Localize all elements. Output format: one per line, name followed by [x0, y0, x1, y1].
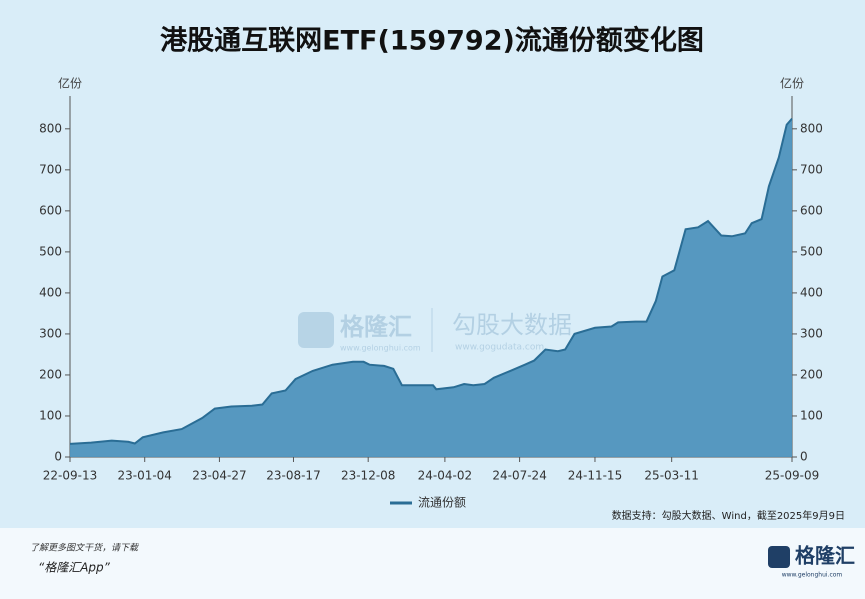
y2-tick-label: 500 [800, 244, 823, 258]
y2-tick-label: 600 [800, 203, 823, 217]
y-tick-label: 300 [39, 326, 62, 340]
x-tick-label: 24-04-02 [418, 469, 472, 483]
y-tick-label: 0 [54, 450, 62, 464]
y-tick-label: 200 [39, 367, 62, 381]
y-tick-label: 600 [39, 203, 62, 217]
y-tick-label: 700 [39, 162, 62, 176]
y-tick-label: 500 [39, 244, 62, 258]
y-tick-label: 100 [39, 408, 62, 422]
legend-label: 流通份额 [418, 496, 466, 510]
y2-tick-label: 800 [800, 121, 823, 135]
y2-tick-label: 200 [800, 367, 823, 381]
y-unit: 亿份 [58, 76, 82, 91]
chart-title: 港股通互联网ETF(159792)流通份额变化图 [160, 25, 704, 57]
x-tick-label: 25-03-11 [644, 469, 698, 483]
x-tick-label: 23-01-04 [117, 469, 171, 483]
watermark-partner: 勾股大数据 [452, 311, 572, 339]
y2-tick-label: 700 [800, 162, 823, 176]
watermark-partner-url: www.gogudata.com [455, 343, 544, 353]
x-tick-label: 24-07-24 [492, 469, 546, 483]
footer-note: 了解更多图文干货，请下载 [30, 543, 139, 554]
area [70, 118, 792, 457]
x-tick-label: 23-08-17 [266, 469, 320, 483]
footer-logo: 格隆汇 [795, 544, 855, 568]
line [69, 117, 793, 445]
y2-tick-label: 0 [800, 450, 808, 464]
y2-tick-label: 100 [800, 408, 823, 422]
footer-logo-mark [768, 546, 790, 568]
y2-unit: 亿份 [780, 76, 804, 91]
watermark-brand: 格隆汇 [340, 313, 412, 341]
watermark-logo [298, 312, 334, 348]
x-tick-label: 25-09-09 [765, 469, 819, 483]
footer-logo-url: www.gelonghui.com [782, 572, 843, 579]
x-tick-label: 22-09-13 [43, 469, 97, 483]
footer-app: “格隆汇App” [38, 561, 111, 575]
watermark-url: www.gelonghui.com [340, 344, 421, 353]
source-note: 数据支持：勾股大数据、Wind，截至2025年9月9日 [612, 509, 845, 522]
y-tick-label: 400 [39, 285, 62, 299]
watermark: 格隆汇 www.gelonghui.com 勾股大数据 www.gogudata… [298, 308, 572, 353]
x-tick-label: 23-12-08 [341, 469, 395, 483]
y2-tick-label: 300 [800, 326, 823, 340]
x-tick-label: 24-11-15 [568, 469, 622, 483]
y2-tick-label: 400 [800, 285, 823, 299]
y-tick-label: 800 [39, 121, 62, 135]
x-tick-label: 23-04-27 [192, 469, 246, 483]
